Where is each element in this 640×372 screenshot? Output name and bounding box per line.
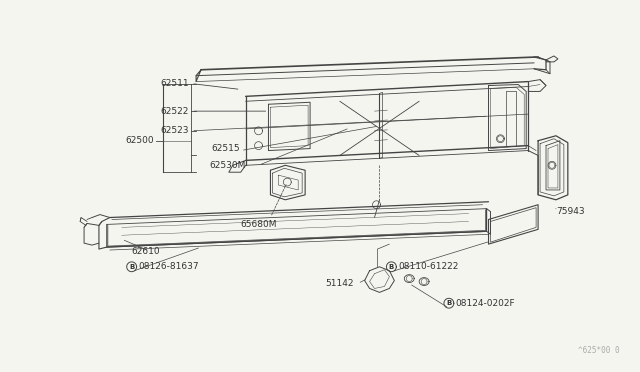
- Text: 62511: 62511: [161, 79, 189, 88]
- Text: 62500: 62500: [126, 136, 154, 145]
- Text: 08126-81637: 08126-81637: [139, 262, 199, 271]
- Text: B: B: [446, 300, 451, 306]
- Text: 62523: 62523: [161, 126, 189, 135]
- Text: 08124-0202F: 08124-0202F: [456, 299, 515, 308]
- Text: 51142: 51142: [325, 279, 354, 288]
- Text: 65680M: 65680M: [241, 220, 277, 229]
- Text: ^625*00 0: ^625*00 0: [578, 346, 620, 355]
- Text: 75943: 75943: [556, 207, 584, 216]
- Text: 62515: 62515: [211, 144, 239, 153]
- Text: B: B: [388, 264, 394, 270]
- Text: 62610: 62610: [132, 247, 160, 256]
- Text: 08110-61222: 08110-61222: [398, 262, 459, 271]
- Text: 62522: 62522: [161, 107, 189, 116]
- Text: B: B: [129, 264, 134, 270]
- Text: 62530M: 62530M: [209, 161, 245, 170]
